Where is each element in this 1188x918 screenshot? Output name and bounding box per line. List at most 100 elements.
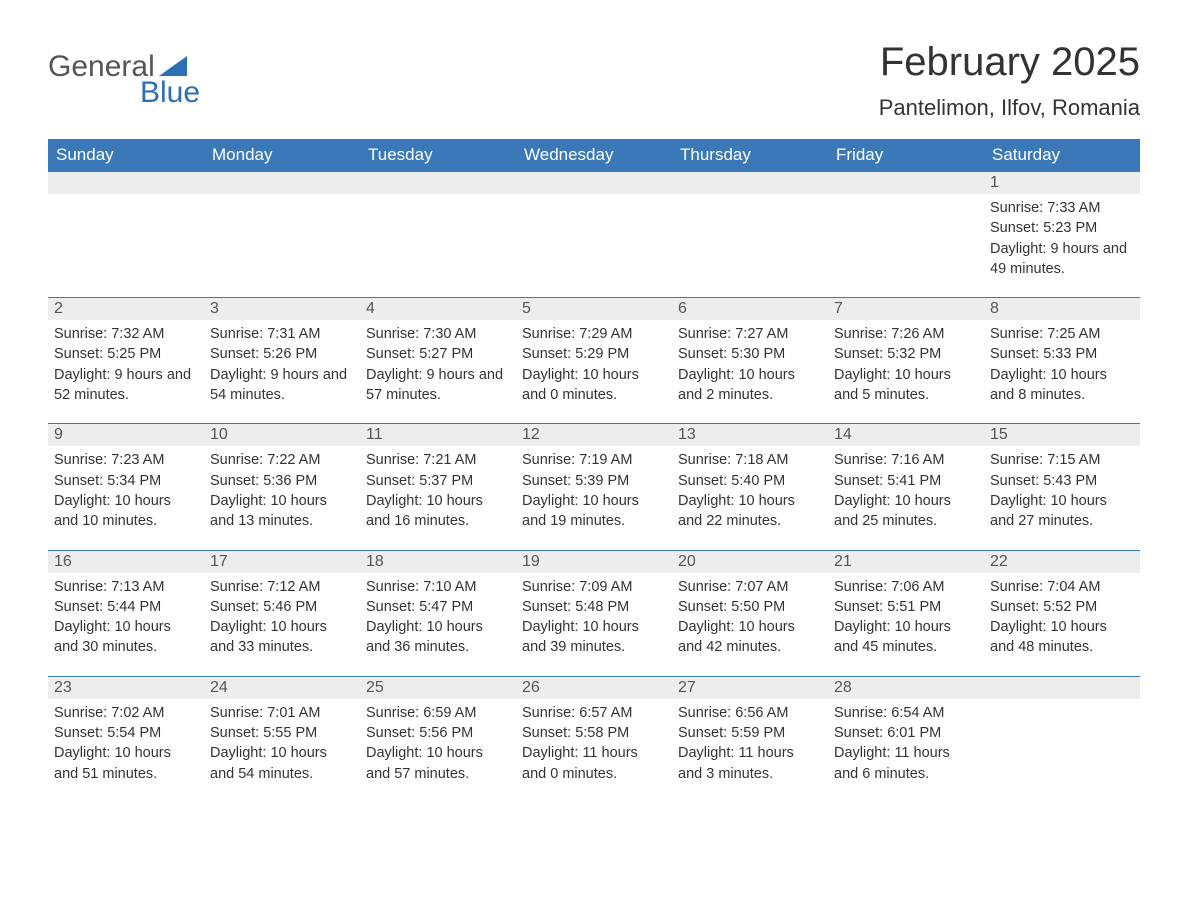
day-content: Sunrise: 6:59 AMSunset: 5:56 PMDaylight:…	[360, 699, 516, 784]
daylight-text: Daylight: 10 hours and 16 minutes.	[366, 491, 510, 532]
day-cell: 2Sunrise: 7:32 AMSunset: 5:25 PMDaylight…	[48, 298, 204, 405]
day-content: Sunrise: 7:13 AMSunset: 5:44 PMDaylight:…	[48, 573, 204, 658]
day-number: 14	[828, 424, 984, 446]
day-content: Sunrise: 7:21 AMSunset: 5:37 PMDaylight:…	[360, 446, 516, 531]
day-cell: 17Sunrise: 7:12 AMSunset: 5:46 PMDayligh…	[204, 551, 360, 658]
daylight-text: Daylight: 10 hours and 27 minutes.	[990, 491, 1134, 532]
sunrise-text: Sunrise: 7:01 AM	[210, 703, 354, 723]
day-content: Sunrise: 7:25 AMSunset: 5:33 PMDaylight:…	[984, 320, 1140, 405]
weekday-header: Tuesday	[360, 139, 516, 171]
day-content: Sunrise: 6:54 AMSunset: 6:01 PMDaylight:…	[828, 699, 984, 784]
day-number	[672, 172, 828, 194]
empty-day-cell	[48, 172, 204, 279]
title-block: February 2025 Pantelimon, Ilfov, Romania	[879, 40, 1140, 121]
daylight-text: Daylight: 10 hours and 45 minutes.	[834, 617, 978, 658]
empty-day-cell	[360, 172, 516, 279]
brand-logo: General Blue	[48, 50, 200, 110]
day-content: Sunrise: 7:09 AMSunset: 5:48 PMDaylight:…	[516, 573, 672, 658]
day-cell: 4Sunrise: 7:30 AMSunset: 5:27 PMDaylight…	[360, 298, 516, 405]
daylight-text: Daylight: 10 hours and 25 minutes.	[834, 491, 978, 532]
daylight-text: Daylight: 11 hours and 0 minutes.	[522, 743, 666, 784]
sunset-text: Sunset: 5:27 PM	[366, 344, 510, 364]
day-content: Sunrise: 7:22 AMSunset: 5:36 PMDaylight:…	[204, 446, 360, 531]
sunrise-text: Sunrise: 7:04 AM	[990, 577, 1134, 597]
location-subtitle: Pantelimon, Ilfov, Romania	[879, 95, 1140, 121]
day-number	[48, 172, 204, 194]
sunset-text: Sunset: 5:32 PM	[834, 344, 978, 364]
day-cell: 25Sunrise: 6:59 AMSunset: 5:56 PMDayligh…	[360, 677, 516, 784]
sunrise-text: Sunrise: 7:07 AM	[678, 577, 822, 597]
daylight-text: Daylight: 10 hours and 39 minutes.	[522, 617, 666, 658]
daylight-text: Daylight: 10 hours and 10 minutes.	[54, 491, 198, 532]
sunrise-text: Sunrise: 7:13 AM	[54, 577, 198, 597]
sunset-text: Sunset: 5:46 PM	[210, 597, 354, 617]
week-row: 23Sunrise: 7:02 AMSunset: 5:54 PMDayligh…	[48, 676, 1140, 784]
day-number: 3	[204, 298, 360, 320]
sunset-text: Sunset: 5:37 PM	[366, 471, 510, 491]
day-content: Sunrise: 6:57 AMSunset: 5:58 PMDaylight:…	[516, 699, 672, 784]
day-cell: 24Sunrise: 7:01 AMSunset: 5:55 PMDayligh…	[204, 677, 360, 784]
day-content: Sunrise: 7:32 AMSunset: 5:25 PMDaylight:…	[48, 320, 204, 405]
day-number	[360, 172, 516, 194]
daylight-text: Daylight: 10 hours and 19 minutes.	[522, 491, 666, 532]
day-cell: 15Sunrise: 7:15 AMSunset: 5:43 PMDayligh…	[984, 424, 1140, 531]
sunrise-text: Sunrise: 7:26 AM	[834, 324, 978, 344]
daylight-text: Daylight: 10 hours and 57 minutes.	[366, 743, 510, 784]
sunrise-text: Sunrise: 7:16 AM	[834, 450, 978, 470]
daylight-text: Daylight: 10 hours and 13 minutes.	[210, 491, 354, 532]
day-cell: 20Sunrise: 7:07 AMSunset: 5:50 PMDayligh…	[672, 551, 828, 658]
calendar: SundayMondayTuesdayWednesdayThursdayFrid…	[48, 139, 1140, 784]
day-content: Sunrise: 7:29 AMSunset: 5:29 PMDaylight:…	[516, 320, 672, 405]
sunset-text: Sunset: 5:26 PM	[210, 344, 354, 364]
empty-day-cell	[516, 172, 672, 279]
day-number: 5	[516, 298, 672, 320]
sunset-text: Sunset: 5:58 PM	[522, 723, 666, 743]
day-number: 8	[984, 298, 1140, 320]
sunrise-text: Sunrise: 6:56 AM	[678, 703, 822, 723]
daylight-text: Daylight: 9 hours and 57 minutes.	[366, 365, 510, 406]
sunrise-text: Sunrise: 7:12 AM	[210, 577, 354, 597]
sunrise-text: Sunrise: 7:27 AM	[678, 324, 822, 344]
week-row: 16Sunrise: 7:13 AMSunset: 5:44 PMDayligh…	[48, 550, 1140, 658]
day-content: Sunrise: 6:56 AMSunset: 5:59 PMDaylight:…	[672, 699, 828, 784]
sunrise-text: Sunrise: 7:23 AM	[54, 450, 198, 470]
sunrise-text: Sunrise: 7:06 AM	[834, 577, 978, 597]
sunrise-text: Sunrise: 7:02 AM	[54, 703, 198, 723]
sunset-text: Sunset: 5:44 PM	[54, 597, 198, 617]
sunset-text: Sunset: 5:41 PM	[834, 471, 978, 491]
day-cell: 12Sunrise: 7:19 AMSunset: 5:39 PMDayligh…	[516, 424, 672, 531]
day-number: 23	[48, 677, 204, 699]
day-content: Sunrise: 7:19 AMSunset: 5:39 PMDaylight:…	[516, 446, 672, 531]
day-cell: 22Sunrise: 7:04 AMSunset: 5:52 PMDayligh…	[984, 551, 1140, 658]
sunrise-text: Sunrise: 7:29 AM	[522, 324, 666, 344]
weekday-header: Friday	[828, 139, 984, 171]
sunset-text: Sunset: 5:30 PM	[678, 344, 822, 364]
weekday-header: Wednesday	[516, 139, 672, 171]
day-cell: 19Sunrise: 7:09 AMSunset: 5:48 PMDayligh…	[516, 551, 672, 658]
daylight-text: Daylight: 10 hours and 51 minutes.	[54, 743, 198, 784]
day-number: 17	[204, 551, 360, 573]
day-number: 2	[48, 298, 204, 320]
sunrise-text: Sunrise: 7:31 AM	[210, 324, 354, 344]
day-content: Sunrise: 7:10 AMSunset: 5:47 PMDaylight:…	[360, 573, 516, 658]
sunrise-text: Sunrise: 6:57 AM	[522, 703, 666, 723]
day-number	[984, 677, 1140, 699]
sunrise-text: Sunrise: 6:54 AM	[834, 703, 978, 723]
daylight-text: Daylight: 9 hours and 54 minutes.	[210, 365, 354, 406]
weeks-container: 1Sunrise: 7:33 AMSunset: 5:23 PMDaylight…	[48, 171, 1140, 784]
day-number: 7	[828, 298, 984, 320]
day-number	[516, 172, 672, 194]
week-row: 9Sunrise: 7:23 AMSunset: 5:34 PMDaylight…	[48, 423, 1140, 531]
sunset-text: Sunset: 5:40 PM	[678, 471, 822, 491]
day-cell: 28Sunrise: 6:54 AMSunset: 6:01 PMDayligh…	[828, 677, 984, 784]
sunset-text: Sunset: 5:51 PM	[834, 597, 978, 617]
day-cell: 10Sunrise: 7:22 AMSunset: 5:36 PMDayligh…	[204, 424, 360, 531]
weekday-header: Monday	[204, 139, 360, 171]
brand-word-1: General	[48, 50, 155, 84]
day-number: 6	[672, 298, 828, 320]
sunrise-text: Sunrise: 7:32 AM	[54, 324, 198, 344]
day-cell: 21Sunrise: 7:06 AMSunset: 5:51 PMDayligh…	[828, 551, 984, 658]
weekday-header: Thursday	[672, 139, 828, 171]
day-number: 27	[672, 677, 828, 699]
empty-day-cell	[828, 172, 984, 279]
